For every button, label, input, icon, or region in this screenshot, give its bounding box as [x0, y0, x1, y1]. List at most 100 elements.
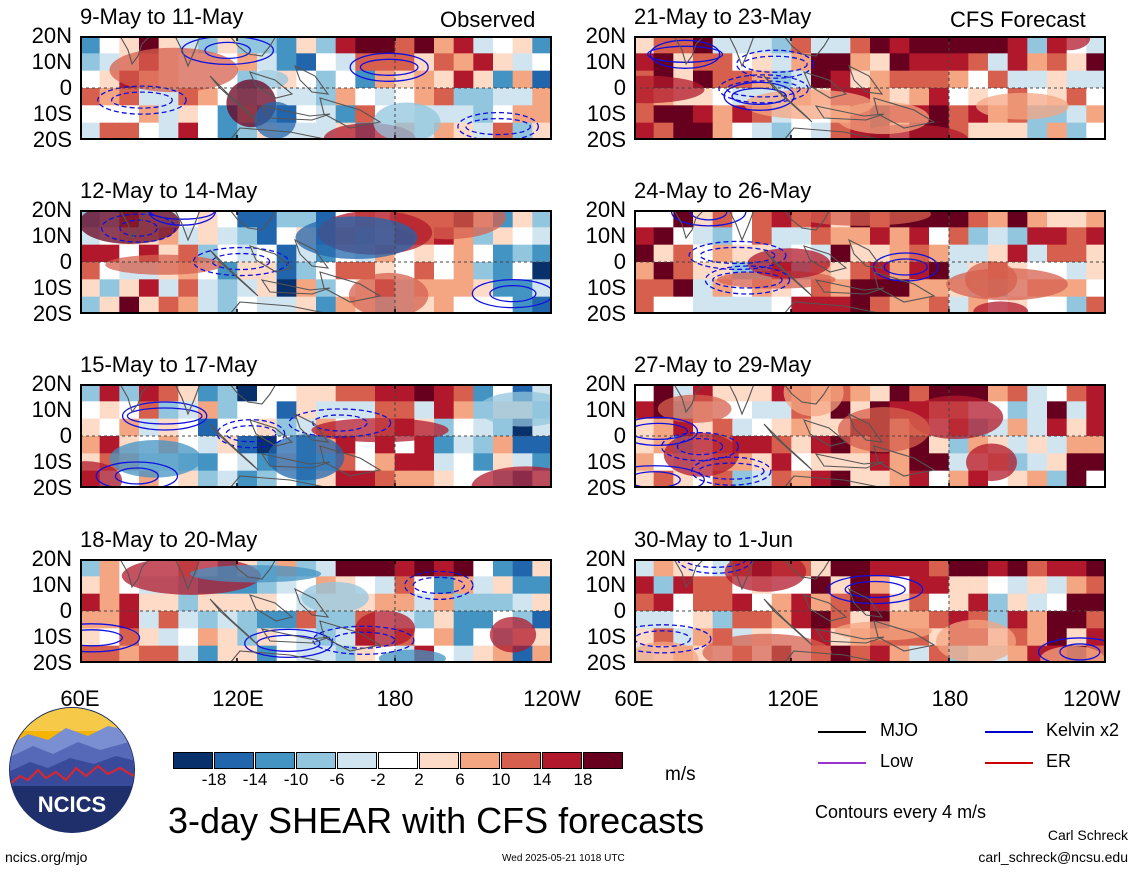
legend-line-kelvin	[985, 731, 1033, 733]
panel-title-3: 15-May to 17-May	[80, 352, 258, 377]
panel-title-7: 27-May to 29-May	[634, 352, 812, 377]
colorbar-tick-label: 14	[532, 770, 552, 789]
legend-label-er: ER	[1046, 751, 1072, 771]
lat-label: 0	[613, 423, 626, 448]
legend-line-er	[985, 762, 1033, 764]
lat-label: 20N	[31, 546, 72, 571]
colorbar-swatch	[542, 752, 582, 769]
panel-title-5: 21-May to 23-May	[634, 4, 812, 29]
colorbar-tick-label: 18	[573, 770, 593, 789]
colorbar-tick-label: 6	[455, 770, 465, 789]
legend-label-mjo: MJO	[880, 720, 918, 740]
lat-label: 10N	[585, 397, 626, 422]
lat-label: 10S	[32, 449, 72, 474]
shear-map-panel-8	[634, 559, 1106, 663]
lat-label: 20N	[31, 197, 72, 222]
observed-label: Observed	[440, 7, 536, 32]
lat-label: 10N	[31, 397, 72, 422]
lat-label: 0	[59, 598, 72, 623]
shear-map-panel-4	[80, 559, 552, 663]
colorbar-swatch	[501, 752, 541, 769]
lat-label: 20S	[32, 650, 72, 675]
lat-label: 10N	[585, 223, 626, 248]
lon-label-60e-left: 60E	[60, 686, 100, 711]
lat-label: 10N	[585, 49, 626, 74]
lon-label-180-left: 180	[376, 686, 414, 711]
lat-label: 10S	[586, 275, 626, 300]
colorbar-tick-label: -18	[201, 770, 227, 789]
lat-label: 10S	[586, 101, 626, 126]
lat-label: 20N	[585, 23, 626, 48]
panel-title-1: 9-May to 11-May	[80, 4, 244, 29]
shear-map-panel-1	[80, 36, 552, 140]
lat-label: 20N	[585, 371, 626, 396]
lat-label: 10N	[585, 572, 626, 597]
footer-timestamp: Wed 2025-05-21 1018 UTC	[502, 853, 625, 864]
shear-map-panel-2	[80, 210, 552, 314]
lon-label-120w-right: 120W	[1063, 686, 1121, 711]
colorbar-units: m/s	[665, 764, 696, 785]
colorbar-tick-label: 2	[414, 770, 424, 789]
colorbar-tick-label: -10	[283, 770, 309, 789]
lon-label-120w-left: 120W	[523, 686, 581, 711]
colorbar-tick-label: -2	[370, 770, 386, 789]
lat-label: 20S	[32, 475, 72, 500]
lat-label: 20N	[31, 371, 72, 396]
legend-line-mjo	[818, 731, 866, 733]
colorbar-swatch	[419, 752, 459, 769]
lat-label: 10S	[32, 624, 72, 649]
lat-label: 20S	[32, 301, 72, 326]
panel-title-2: 12-May to 14-May	[80, 178, 258, 203]
lat-label: 10N	[31, 223, 72, 248]
lon-label-180-right: 180	[931, 686, 969, 711]
panel-title-8: 30-May to 1-Jun	[634, 527, 793, 552]
lat-label: 10S	[586, 624, 626, 649]
contours-note: Contours every 4 m/s	[815, 802, 987, 822]
colorbar-swatch	[378, 752, 418, 769]
colorbar-swatch	[460, 752, 500, 769]
lat-label: 20N	[31, 23, 72, 48]
lat-label: 20S	[586, 127, 626, 152]
colorbar-tick-label: 10	[491, 770, 511, 789]
colorbar-tick-label: -14	[242, 770, 268, 789]
colorbar-swatch	[214, 752, 254, 769]
lat-label: 20S	[32, 127, 72, 152]
panel-title-4: 18-May to 20-May	[80, 527, 258, 552]
lon-label-120e-left: 120E	[212, 686, 264, 711]
footer-url[interactable]: ncics.org/mjo	[5, 849, 88, 865]
shear-map-panel-6	[634, 210, 1106, 314]
lat-label: 10S	[32, 101, 72, 126]
lat-label: 0	[613, 249, 626, 274]
lat-label: 0	[59, 75, 72, 100]
lat-label: 20S	[586, 475, 626, 500]
footer-email[interactable]: carl_schreck@ncsu.edu	[978, 849, 1128, 865]
lon-label-60e-right: 60E	[614, 686, 654, 711]
lat-label: 0	[59, 249, 72, 274]
shear-map-panel-3	[80, 384, 552, 488]
lat-label: 0	[613, 75, 626, 100]
lat-label: 20S	[586, 301, 626, 326]
legend-line-low	[818, 762, 866, 764]
legend-label-low: Low	[880, 751, 914, 771]
lat-label: 10N	[31, 49, 72, 74]
shear-map-panel-7	[634, 384, 1106, 488]
lat-label: 20N	[585, 197, 626, 222]
lat-label: 10N	[31, 572, 72, 597]
lat-label: 20N	[585, 546, 626, 571]
shear-map-panel-5	[634, 36, 1106, 140]
lat-label: 0	[613, 598, 626, 623]
legend-label-kelvin: Kelvin x2	[1046, 720, 1120, 740]
lat-label: 10S	[586, 449, 626, 474]
colorbar-tick-label: -6	[329, 770, 345, 789]
lon-label-120e-right: 120E	[767, 686, 819, 711]
lat-label: 20S	[586, 650, 626, 675]
colorbar-swatch	[173, 752, 213, 769]
forecast-label: CFS Forecast	[950, 7, 1086, 32]
panel-title-6: 24-May to 26-May	[634, 178, 812, 203]
lat-label: 10S	[32, 275, 72, 300]
colorbar-swatch	[296, 752, 336, 769]
footer-author: Carl Schreck	[1047, 827, 1128, 843]
logo-text: NCICS	[38, 792, 106, 817]
colorbar-swatch	[583, 752, 623, 769]
figure-title: 3-day SHEAR with CFS forecasts	[168, 800, 705, 841]
